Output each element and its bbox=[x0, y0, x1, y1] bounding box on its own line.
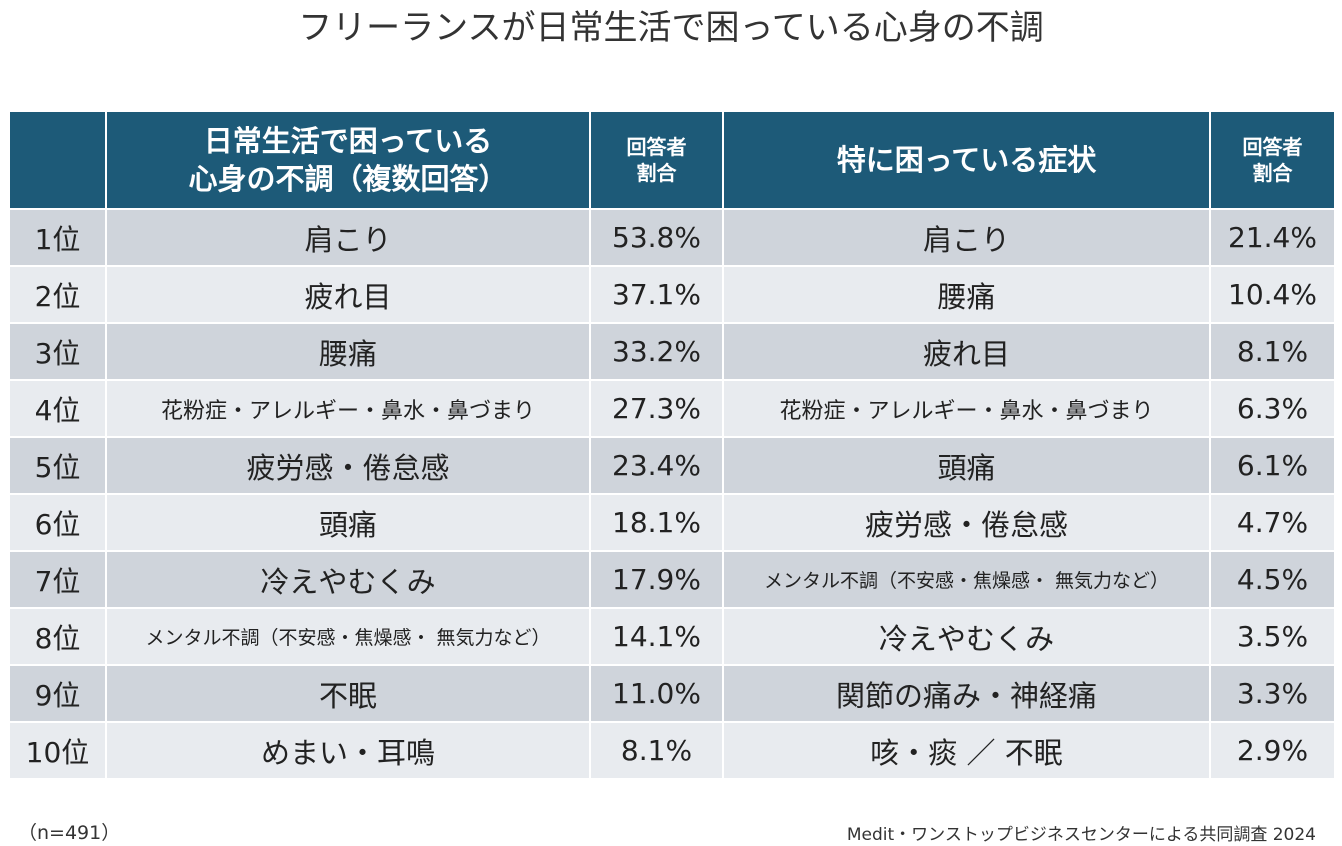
table-row: 5位 疲労感・倦怠感 23.4% 頭痛 6.1% bbox=[8, 436, 1336, 495]
header-multi-ratio-line-2: 割合 bbox=[636, 161, 677, 185]
header-multi-symptoms: 日常生活で困っている 心身の不調（複数回答） bbox=[105, 110, 591, 210]
table-row: 10位 めまい・耳鳴 8.1% 咳・痰 ／ 不眠 2.9% bbox=[8, 721, 1336, 780]
multi-symptom-cell: メンタル不調（不安感・焦燥感・ 無気力など） bbox=[105, 607, 591, 666]
header-multi-ratio-line-1: 回答者 bbox=[626, 135, 687, 159]
source-note: Medit・ワンストップビジネスセンターによる共同調査 2024 bbox=[846, 825, 1316, 845]
header-top-symptom: 特に困っている症状 bbox=[722, 110, 1211, 210]
top-symptom-cell: 疲労感・倦怠感 bbox=[722, 493, 1211, 552]
table-row: 6位 頭痛 18.1% 疲労感・倦怠感 4.7% bbox=[8, 493, 1336, 552]
rank-cell: 2位 bbox=[8, 265, 107, 324]
top-ratio-cell: 4.5% bbox=[1209, 550, 1336, 609]
multi-ratio-cell: 14.1% bbox=[589, 607, 724, 666]
rank-cell: 9位 bbox=[8, 664, 107, 723]
multi-ratio-cell: 27.3% bbox=[589, 379, 724, 438]
table-header-row: 日常生活で困っている 心身の不調（複数回答） 回答者 割合 特に困っている症状 … bbox=[8, 110, 1336, 210]
header-top-line-1: 特に困っている症状 bbox=[836, 143, 1097, 177]
multi-symptom-cell: めまい・耳鳴 bbox=[105, 721, 591, 780]
ranking-table: 日常生活で困っている 心身の不調（複数回答） 回答者 割合 特に困っている症状 … bbox=[8, 110, 1336, 780]
rank-cell: 3位 bbox=[8, 322, 107, 381]
top-symptom-cell: 疲れ目 bbox=[722, 322, 1211, 381]
table-row: 7位 冷えやむくみ 17.9% メンタル不調（不安感・焦燥感・ 無気力など） 4.5% bbox=[8, 550, 1336, 609]
multi-symptom-cell: 疲れ目 bbox=[105, 265, 591, 324]
table-row: 8位 メンタル不調（不安感・焦燥感・ 無気力など） 14.1% 冷えやむくみ 3.5% bbox=[8, 607, 1336, 666]
header-top-ratio-line-1: 回答者 bbox=[1242, 135, 1303, 159]
multi-ratio-cell: 37.1% bbox=[589, 265, 724, 324]
top-symptom-cell: 花粉症・アレルギー・鼻水・鼻づまり bbox=[722, 379, 1211, 438]
rank-cell: 6位 bbox=[8, 493, 107, 552]
rank-cell: 7位 bbox=[8, 550, 107, 609]
top-ratio-cell: 10.4% bbox=[1209, 265, 1336, 324]
header-rank bbox=[8, 110, 107, 210]
top-symptom-cell: 肩こり bbox=[722, 208, 1211, 267]
table-row: 4位 花粉症・アレルギー・鼻水・鼻づまり 27.3% 花粉症・アレルギー・鼻水・鼻づま… bbox=[8, 379, 1336, 438]
page-title: フリーランスが日常生活で困っている心身の不調 bbox=[298, 8, 1044, 48]
rank-cell: 1位 bbox=[8, 208, 107, 267]
table-row: 9位 不眠 11.0% 関節の痛み・神経痛 3.3% bbox=[8, 664, 1336, 723]
header-multi-ratio: 回答者 割合 bbox=[589, 110, 724, 210]
multi-symptom-cell: 頭痛 bbox=[105, 493, 591, 552]
header-top-ratio-line-2: 割合 bbox=[1252, 161, 1293, 185]
top-ratio-cell: 3.3% bbox=[1209, 664, 1336, 723]
rank-cell: 4位 bbox=[8, 379, 107, 438]
multi-ratio-cell: 11.0% bbox=[589, 664, 724, 723]
table-row: 1位 肩こり 53.8% 肩こり 21.4% bbox=[8, 208, 1336, 267]
top-symptom-cell: 冷えやむくみ bbox=[722, 607, 1211, 666]
multi-ratio-cell: 53.8% bbox=[589, 208, 724, 267]
multi-ratio-cell: 18.1% bbox=[589, 493, 724, 552]
top-ratio-cell: 4.7% bbox=[1209, 493, 1336, 552]
multi-symptom-cell: 不眠 bbox=[105, 664, 591, 723]
table-row: 3位 腰痛 33.2% 疲れ目 8.1% bbox=[8, 322, 1336, 381]
top-ratio-cell: 8.1% bbox=[1209, 322, 1336, 381]
multi-symptom-cell: 花粉症・アレルギー・鼻水・鼻づまり bbox=[105, 379, 591, 438]
top-symptom-cell: メンタル不調（不安感・焦燥感・ 無気力など） bbox=[722, 550, 1211, 609]
rank-cell: 5位 bbox=[8, 436, 107, 495]
top-symptom-cell: 頭痛 bbox=[722, 436, 1211, 495]
top-ratio-cell: 6.1% bbox=[1209, 436, 1336, 495]
top-symptom-cell: 腰痛 bbox=[722, 265, 1211, 324]
multi-symptom-cell: 肩こり bbox=[105, 208, 591, 267]
top-symptom-cell: 関節の痛み・神経痛 bbox=[722, 664, 1211, 723]
header-multi-line-2: 心身の不調（複数回答） bbox=[188, 162, 508, 196]
multi-ratio-cell: 17.9% bbox=[589, 550, 724, 609]
top-ratio-cell: 6.3% bbox=[1209, 379, 1336, 438]
rank-cell: 8位 bbox=[8, 607, 107, 666]
multi-ratio-cell: 8.1% bbox=[589, 721, 724, 780]
top-symptom-cell: 咳・痰 ／ 不眠 bbox=[722, 721, 1211, 780]
sample-size-note: （n=491） bbox=[18, 822, 121, 844]
header-top-ratio: 回答者 割合 bbox=[1209, 110, 1336, 210]
multi-symptom-cell: 腰痛 bbox=[105, 322, 591, 381]
rank-cell: 10位 bbox=[8, 721, 107, 780]
multi-ratio-cell: 23.4% bbox=[589, 436, 724, 495]
multi-symptom-cell: 冷えやむくみ bbox=[105, 550, 591, 609]
top-ratio-cell: 3.5% bbox=[1209, 607, 1336, 666]
multi-ratio-cell: 33.2% bbox=[589, 322, 724, 381]
top-ratio-cell: 2.9% bbox=[1209, 721, 1336, 780]
top-ratio-cell: 21.4% bbox=[1209, 208, 1336, 267]
table-row: 2位 疲れ目 37.1% 腰痛 10.4% bbox=[8, 265, 1336, 324]
header-multi-line-1: 日常生活で困っている bbox=[203, 124, 493, 158]
multi-symptom-cell: 疲労感・倦怠感 bbox=[105, 436, 591, 495]
